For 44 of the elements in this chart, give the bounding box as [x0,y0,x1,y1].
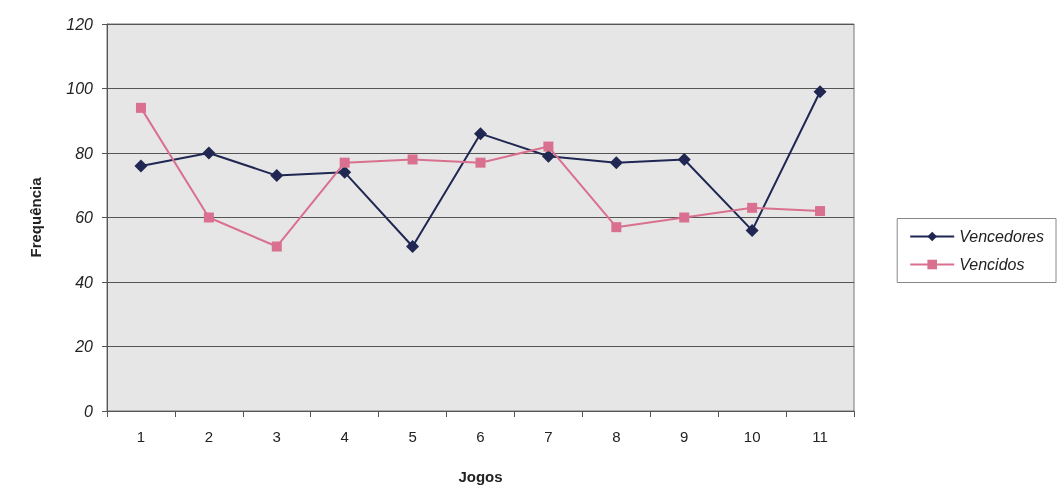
x-tick-label: 4 [340,428,349,445]
x-tick-label: 7 [544,428,553,445]
point [541,149,555,163]
point [203,212,214,223]
point [202,146,216,160]
point [135,102,146,113]
point [339,157,350,168]
point [747,202,758,213]
legend-label: Vencidos [959,256,1025,273]
point [270,169,284,183]
point [609,156,623,170]
y-axis-title: Frequência [27,176,44,258]
x-tick-label: 10 [743,428,761,445]
point [134,159,148,173]
legend-label: Vencedores [959,228,1044,245]
x-tick-label: 8 [612,428,621,445]
x-tick-label: 9 [680,428,689,445]
point [407,154,418,165]
x-tick-label: 3 [272,428,281,445]
x-tick-label: 2 [204,428,214,445]
point [813,85,827,99]
x-tick-label: 6 [476,428,485,445]
x-tick-label: 11 [812,428,828,445]
point [475,157,486,168]
x-tick-label: 5 [408,428,417,445]
y-tick-label: 120 [66,15,94,33]
y-tick-label: 100 [66,80,94,97]
y-tick-label: 0 [84,402,94,420]
y-tick-label: 80 [75,144,94,162]
point [611,222,622,233]
x-axis-title: Jogos [458,468,503,485]
point [677,152,691,166]
x-tick-label: 1 [136,428,146,445]
y-tick-label: 60 [75,209,94,226]
point [406,240,420,254]
point [543,141,554,152]
point [815,206,826,217]
point [474,127,487,141]
point [271,241,282,252]
y-tick-label: 20 [74,338,94,355]
point [338,165,352,179]
point [679,212,690,223]
y-tick-label: 40 [75,273,94,291]
point [745,223,759,237]
